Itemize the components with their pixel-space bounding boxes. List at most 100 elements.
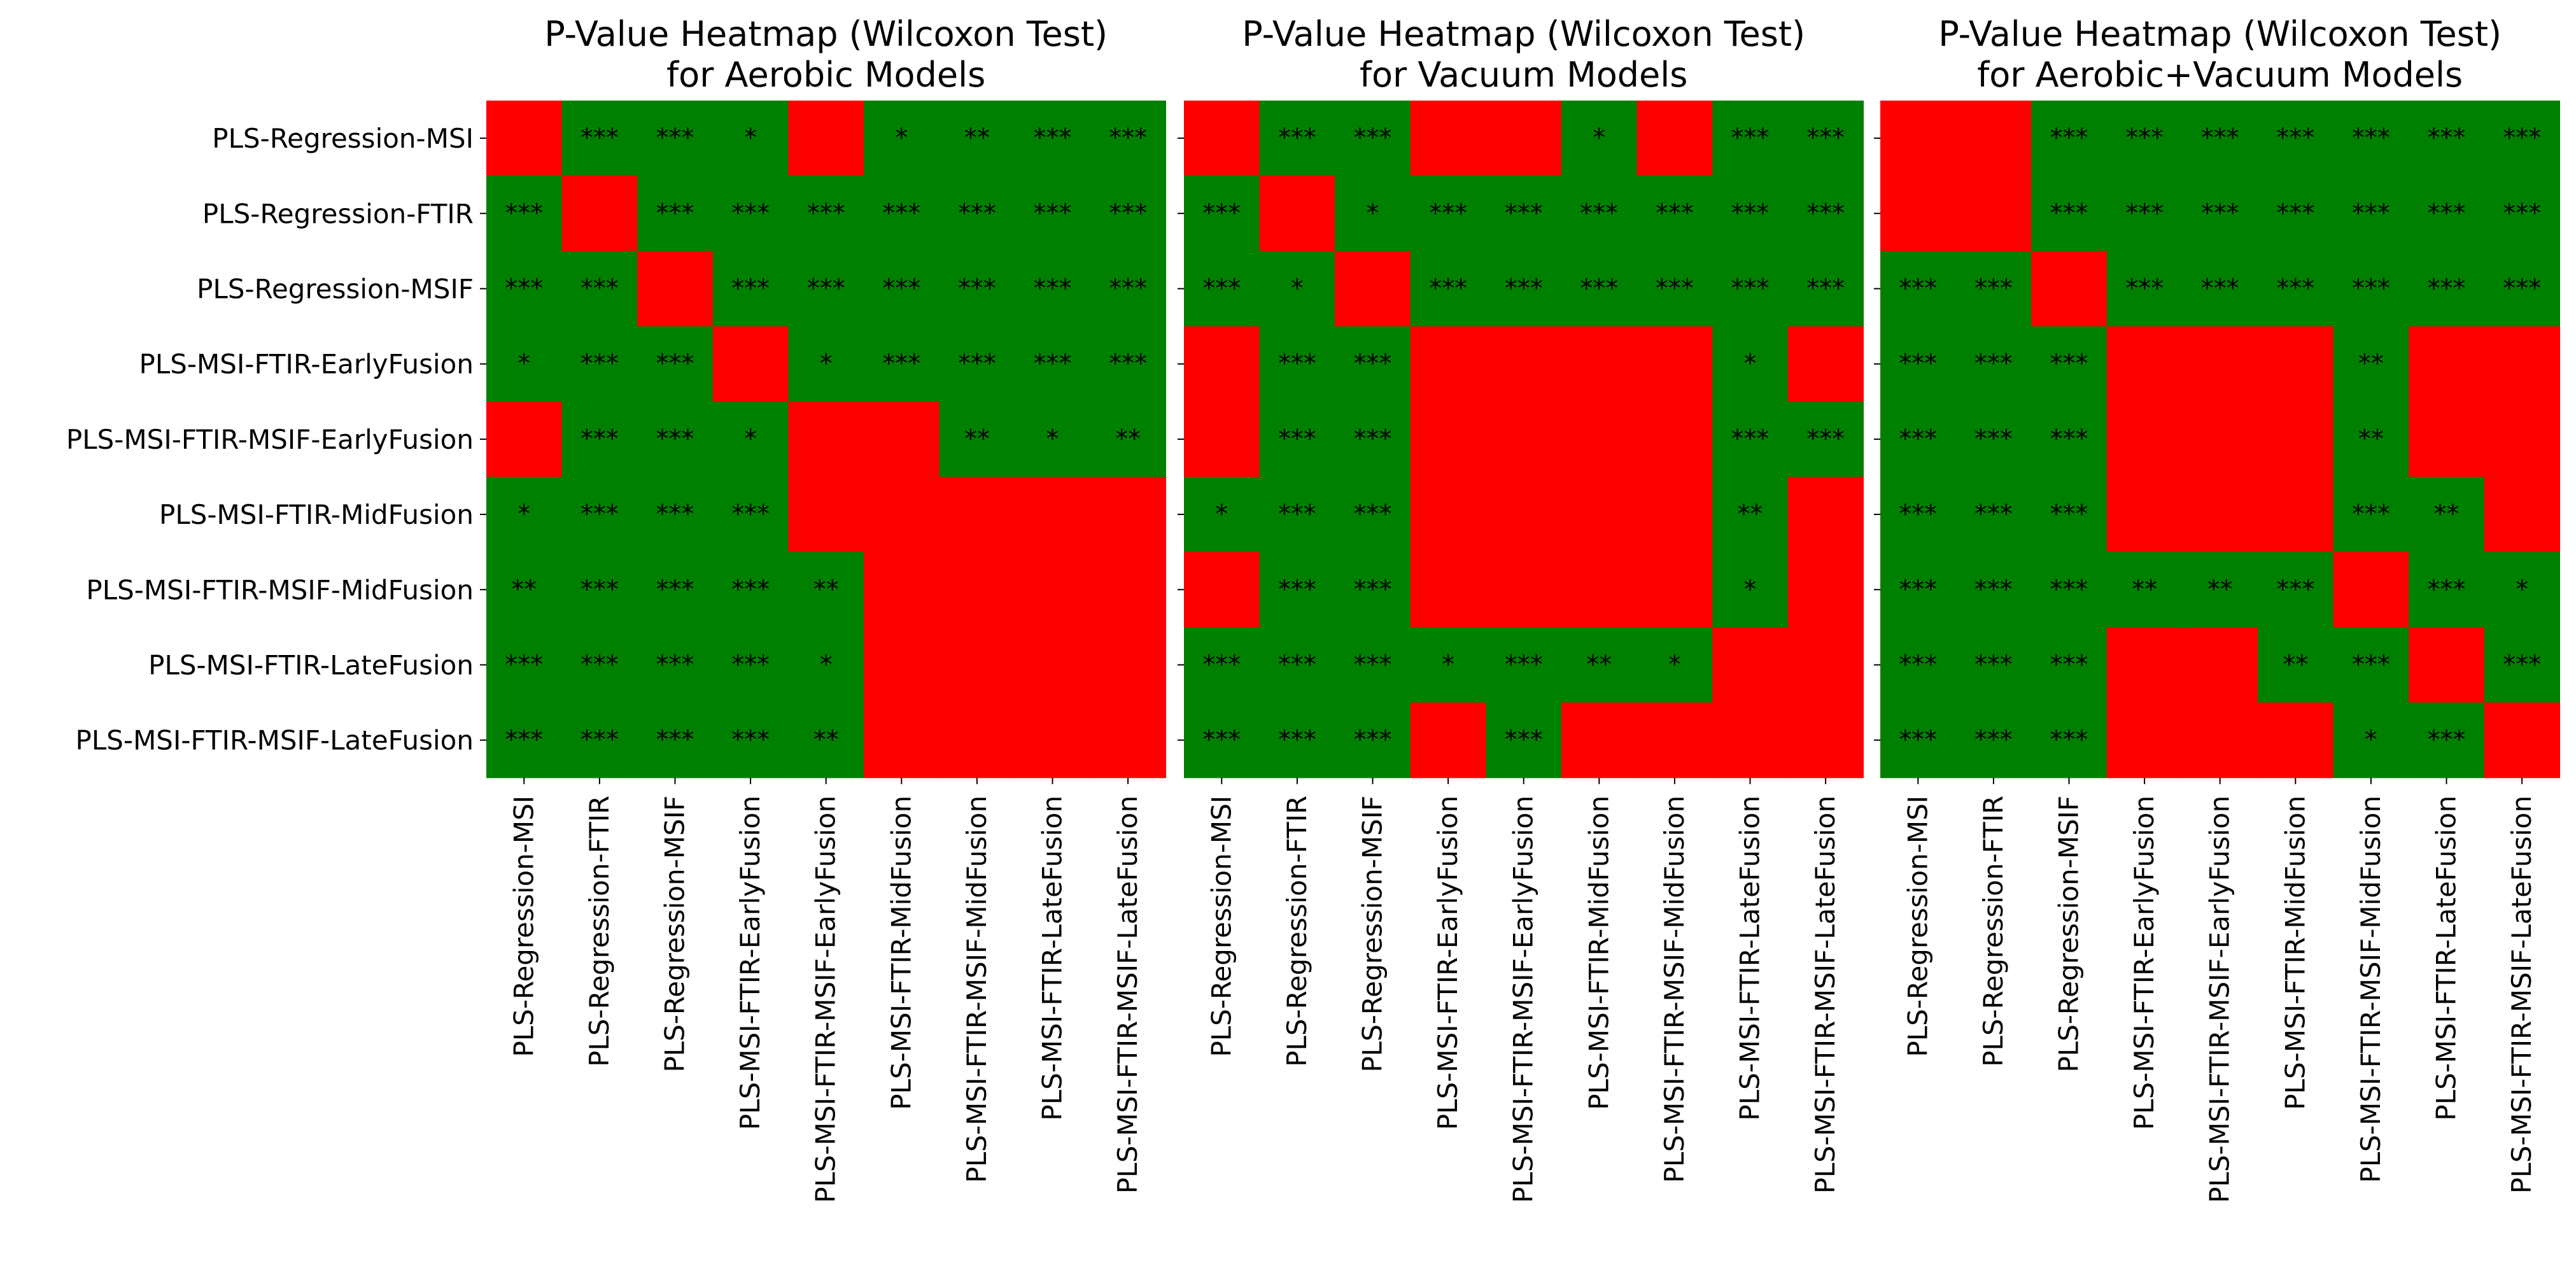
cell-significance-label: ** [813, 575, 839, 604]
heatmap-cell [2258, 702, 2334, 778]
cell-significance-label: ** [2358, 425, 2384, 454]
y-tick-label: PLS-Regression-MSIF [197, 274, 474, 305]
heatmap-cell [1955, 627, 2032, 703]
heatmap-cell [1561, 251, 1638, 327]
heatmap-cell [2258, 401, 2334, 477]
heatmap-cell [1259, 326, 1335, 402]
heatmap-cell [561, 251, 638, 327]
heatmap-cell [1090, 552, 1166, 628]
heatmap-cell [712, 702, 789, 778]
heatmap-cell [1636, 401, 1713, 477]
cell-significance-label: *** [656, 199, 694, 228]
heatmap-cell [939, 401, 1015, 477]
heatmap-cell [637, 176, 714, 251]
heatmap-cell [1486, 326, 1562, 402]
heatmap-cell [1880, 251, 1957, 327]
cell-significance-label: *** [1731, 425, 1770, 454]
cell-significance-label: *** [1731, 199, 1770, 228]
cell-significance-label: *** [2276, 123, 2314, 153]
heatmap-cell [2333, 702, 2409, 778]
heatmap-cell [2182, 401, 2258, 477]
cell-significance-label: *** [1505, 651, 1543, 680]
heatmap-cell [1712, 401, 1789, 477]
heatmap-cell [2182, 326, 2258, 402]
heatmap-cell [2258, 326, 2334, 402]
heatmap-cell [2258, 552, 2334, 628]
heatmap-cell [1561, 477, 1638, 553]
heatmap-cell [486, 251, 563, 327]
cell-significance-label: *** [2201, 123, 2239, 153]
cell-significance-label: *** [1974, 575, 2013, 604]
heatmap-cell [712, 477, 789, 553]
x-tick-label: PLS-Regression-MSI [1206, 796, 1237, 1057]
cell-significance-label: *** [807, 199, 845, 228]
heatmap-cell [486, 702, 563, 778]
cell-significance-label: *** [581, 500, 619, 529]
heatmap-cell [2258, 627, 2334, 703]
heatmap-cell [2333, 326, 2409, 402]
cell-significance-label: * [744, 123, 757, 153]
heatmap-cell [2182, 627, 2258, 703]
heatmap-cell [2484, 251, 2560, 327]
heatmap-cell [1486, 552, 1562, 628]
heatmap-cell [788, 401, 864, 477]
panel-2-title-line-2: for Vacuum Models [1360, 55, 1687, 95]
heatmap-cell [2409, 251, 2485, 327]
cell-significance-label: * [1442, 651, 1454, 680]
cell-significance-label: *** [1806, 199, 1845, 228]
cell-significance-label: *** [2352, 123, 2390, 153]
cell-significance-label: * [895, 123, 908, 153]
heatmap-cell [788, 627, 864, 703]
heatmap-cell [1090, 477, 1166, 553]
heatmap-cell [486, 477, 563, 553]
panel-3-title-line-1: P-Value Heatmap (Wilcoxon Test) [1938, 14, 2502, 54]
heatmap-cell [1486, 702, 1562, 778]
heatmap-cell [2106, 101, 2183, 176]
cell-significance-label: * [1215, 500, 1228, 529]
cell-significance-label: *** [2428, 575, 2466, 604]
heatmap-cell [1561, 702, 1638, 778]
heatmap-cell [2031, 251, 2108, 327]
heatmap-cell [2182, 176, 2258, 251]
heatmap-cell [1955, 552, 2032, 628]
heatmap-cell [1015, 251, 1091, 327]
cell-significance-label: *** [2050, 575, 2088, 604]
heatmap-cell [1787, 627, 1864, 703]
cell-significance-label: *** [1429, 199, 1467, 228]
cell-significance-label: *** [1202, 651, 1241, 680]
cell-significance-label: *** [1656, 274, 1694, 304]
cell-significance-label: *** [1899, 500, 1937, 529]
heatmap-cell [1880, 326, 1957, 402]
heatmap-cell [1636, 101, 1713, 176]
heatmap-cell [1787, 477, 1864, 553]
heatmap-cell [2484, 326, 2560, 402]
heatmap-cell [1410, 702, 1486, 778]
heatmap-cell [1090, 702, 1166, 778]
heatmap-cell [788, 176, 864, 251]
heatmap-cell [1410, 176, 1486, 251]
cell-significance-label: *** [1974, 500, 2013, 529]
y-tick-label: PLS-MSI-FTIR-MSIF-EarlyFusion [66, 424, 474, 455]
cell-significance-label: *** [1899, 349, 1937, 379]
heatmap-cell [2182, 101, 2258, 176]
heatmap-cell [2106, 176, 2183, 251]
cell-significance-label: * [744, 425, 757, 454]
x-tick-label: PLS-Regression-MSIF [2053, 796, 2085, 1073]
heatmap-cell [1015, 101, 1091, 176]
cell-significance-label: *** [731, 500, 770, 529]
cell-significance-label: * [1593, 123, 1605, 153]
x-tick-label: PLS-Regression-FTIR [584, 796, 615, 1067]
y-tick-label: PLS-MSI-FTIR-EarlyFusion [139, 349, 474, 380]
heatmap-cell [864, 702, 940, 778]
heatmap-cell [1712, 627, 1789, 703]
x-tick-label: PLS-MSI-FTIR-MSIF-MidFusion [1659, 796, 1690, 1183]
heatmap-cell [1335, 477, 1411, 553]
cell-significance-label: *** [1202, 274, 1241, 304]
heatmap-cell [1184, 101, 1260, 176]
heatmap-cell [1090, 101, 1166, 176]
heatmap-cell [1636, 176, 1713, 251]
cell-significance-label: *** [1580, 274, 1618, 304]
cell-significance-label: *** [656, 726, 694, 755]
heatmap-cell [1090, 176, 1166, 251]
heatmap-cell [1335, 251, 1411, 327]
